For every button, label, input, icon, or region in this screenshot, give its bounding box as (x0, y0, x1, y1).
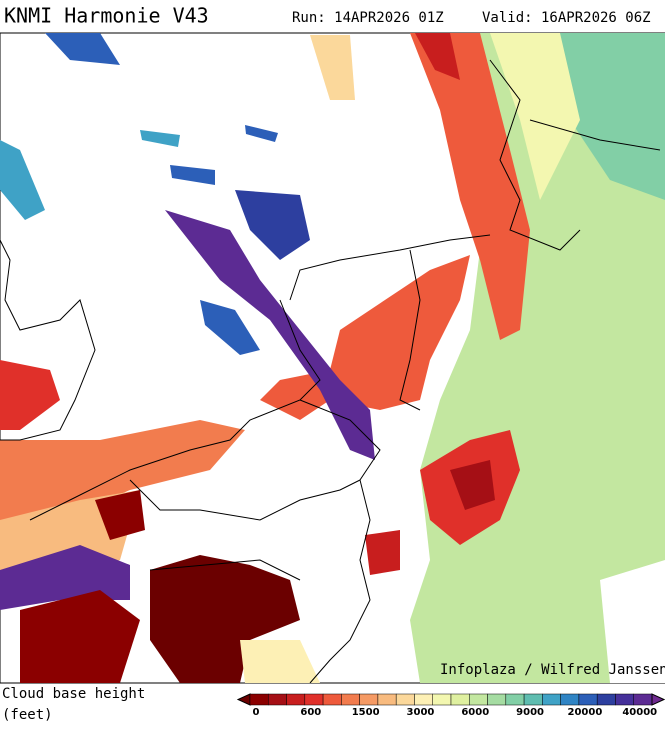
cloud-field (140, 130, 180, 147)
colorbar-tick-label: 600 (300, 707, 321, 718)
colorbar-swatch (268, 693, 287, 706)
colorbar-swatch (450, 693, 470, 706)
map: Infoplaza / Wilfred Janssen (0, 32, 665, 684)
colorbar-swatch (542, 693, 561, 706)
border (299, 399, 381, 684)
colorbar-swatch (432, 693, 452, 706)
colorbar-swatch (560, 693, 580, 706)
coastline (0, 239, 96, 441)
coastline (489, 59, 661, 251)
colorbar: 0 600 1500 3000 6000 9000 20000 40000 (236, 693, 665, 718)
colorbar-tick-label: 1500 (352, 707, 380, 718)
cloud-field (415, 33, 460, 80)
colorbar-swatch (304, 693, 324, 706)
colorbar-swatch (596, 693, 616, 706)
colorbar-arrow (236, 693, 251, 706)
cloud-field (170, 165, 215, 185)
cloud-field (235, 190, 310, 260)
colorbar-swatch (615, 693, 634, 706)
colorbar-swatch (377, 693, 397, 706)
cloud-field (365, 530, 400, 575)
credit: Infoplaza / Wilfred Janssen (440, 662, 665, 678)
cloud-field (540, 33, 665, 200)
legend-label: (feet) (2, 707, 53, 723)
clear-area (600, 560, 665, 683)
colorbar-tick-label: 3000 (407, 707, 435, 718)
colorbar-swatch (523, 693, 543, 706)
valid-time: Valid: 16APR2026 06Z (482, 10, 651, 26)
colorbar-swatch (578, 693, 598, 706)
colorbar-swatch (505, 693, 525, 706)
colorbar-swatch (322, 693, 342, 706)
cloud-field (45, 33, 120, 65)
colorbar-tick-label: 6000 (461, 707, 489, 718)
cloud-field (0, 360, 60, 430)
cloud-field (450, 460, 495, 510)
model-title: KNMI Harmonie V43 (4, 4, 209, 28)
legend-label: Cloud base height (2, 686, 145, 702)
colorbar-tick-label: 20000 (568, 707, 603, 718)
run-time: Run: 14APR2026 01Z (292, 10, 444, 26)
colorbar-tick-label: 0 (253, 707, 260, 718)
cloud-field (20, 590, 140, 683)
colorbar-arrow (651, 693, 665, 706)
colorbar-swatch (469, 693, 488, 706)
colorbar-swatch (286, 693, 306, 706)
colorbar-swatch (359, 693, 379, 706)
colorbar-tick-label: 40000 (622, 707, 657, 718)
coastline (29, 234, 491, 521)
colorbar-swatch (395, 693, 415, 706)
cloud-field (150, 555, 300, 683)
cloud-field (165, 210, 375, 460)
cloud-field (0, 420, 245, 530)
cloud-field (0, 140, 45, 220)
border (129, 249, 421, 581)
cloud-field (245, 125, 278, 142)
colorbar-swatch (487, 693, 507, 706)
cloud-field (410, 33, 530, 340)
colorbar-swatch (341, 693, 360, 706)
cloud-field (490, 33, 580, 200)
cloud-field (310, 35, 355, 100)
colorbar-tick-label: 9000 (516, 707, 544, 718)
cloud-field (95, 490, 145, 540)
cloud-field (200, 300, 260, 355)
colorbar-swatch (414, 693, 433, 706)
colorbar-swatch (249, 693, 269, 706)
colorbar-swatch (633, 693, 653, 706)
cloud-field (240, 640, 320, 683)
